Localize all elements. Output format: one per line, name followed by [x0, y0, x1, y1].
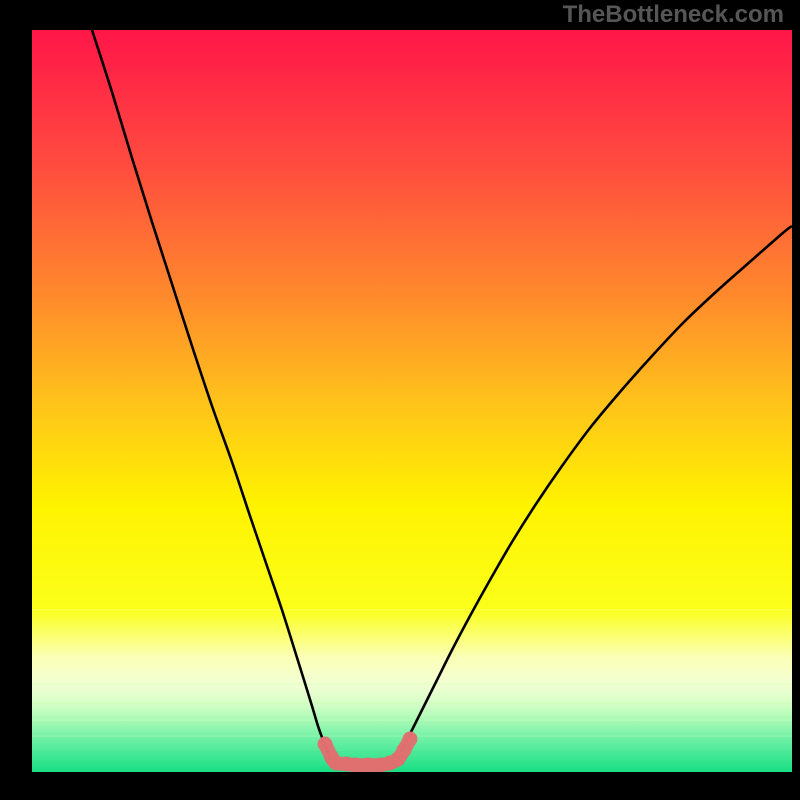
chart-svg	[32, 30, 792, 772]
marker-dot	[403, 732, 418, 747]
frame-border-bottom	[0, 772, 800, 800]
marker-dots	[318, 732, 418, 773]
frame-border-right	[792, 0, 800, 800]
watermark-text: TheBottleneck.com	[563, 1, 784, 29]
curve-right-branch	[396, 226, 792, 762]
frame-border-left	[0, 0, 32, 800]
plot-area	[32, 30, 792, 772]
marker-dot	[318, 737, 333, 752]
chart-root: TheBottleneck.com	[0, 0, 800, 800]
curve-left-branch	[92, 30, 333, 762]
